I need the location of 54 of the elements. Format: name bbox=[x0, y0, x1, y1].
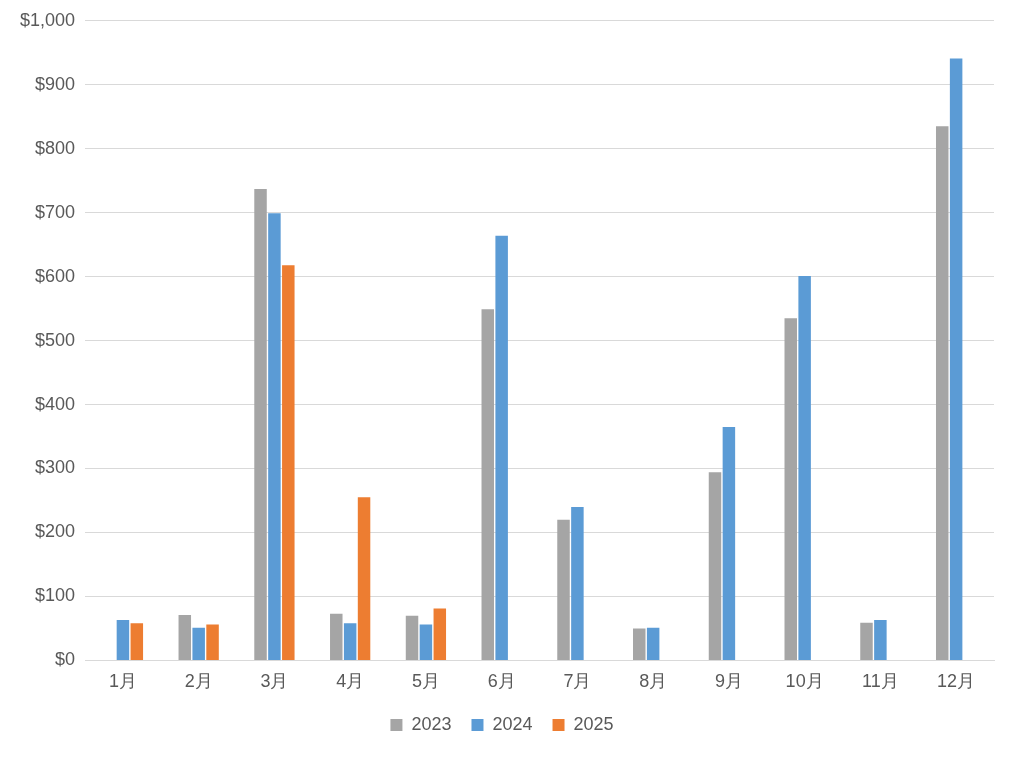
y-tick-label: $1,000 bbox=[19, 9, 76, 30]
bar bbox=[357, 497, 371, 660]
bar bbox=[405, 615, 419, 660]
bar bbox=[330, 613, 343, 660]
bar bbox=[874, 620, 887, 660]
x-tick-label: 5月 bbox=[411, 671, 440, 692]
bar bbox=[130, 623, 144, 660]
y-tick-label: $600 bbox=[35, 265, 76, 286]
bar bbox=[571, 506, 584, 660]
legend-label: 2024 bbox=[492, 713, 533, 734]
x-tick-label: 8月 bbox=[639, 671, 668, 692]
bar bbox=[495, 235, 508, 660]
x-tick-label: 7月 bbox=[563, 671, 592, 692]
x-tick-label: 9月 bbox=[714, 671, 743, 692]
x-tick-label: 2月 bbox=[184, 671, 213, 692]
bar bbox=[798, 276, 811, 660]
legend-label: 2025 bbox=[573, 713, 614, 734]
x-tick-label: 1月 bbox=[108, 671, 137, 692]
bar bbox=[646, 627, 660, 660]
y-tick-label: $900 bbox=[35, 73, 76, 94]
x-tick-label: 10月 bbox=[785, 671, 824, 692]
bar bbox=[557, 519, 570, 660]
x-tick-label: 3月 bbox=[260, 671, 289, 692]
bar bbox=[784, 318, 797, 660]
y-tick-label: $500 bbox=[35, 329, 76, 350]
bar bbox=[192, 627, 205, 660]
bar bbox=[433, 608, 447, 660]
x-tick-label: 6月 bbox=[487, 671, 516, 692]
bar bbox=[343, 623, 357, 660]
bar bbox=[722, 426, 736, 660]
bar bbox=[116, 620, 130, 660]
bar bbox=[633, 628, 646, 660]
bar bbox=[178, 614, 192, 660]
y-tick-label: $700 bbox=[35, 201, 76, 222]
bar bbox=[949, 58, 963, 660]
y-tick-label: $100 bbox=[35, 585, 76, 606]
bar bbox=[935, 126, 949, 660]
y-tick-label: $800 bbox=[35, 137, 76, 158]
bar bbox=[206, 624, 219, 660]
x-tick-label: 12月 bbox=[937, 671, 976, 692]
bar bbox=[481, 309, 495, 660]
y-tick-label: $300 bbox=[35, 457, 76, 478]
bar bbox=[708, 472, 722, 660]
legend-label: 2023 bbox=[411, 713, 452, 734]
x-tick-label: 4月 bbox=[336, 671, 365, 692]
x-tick-label: 11月 bbox=[862, 671, 899, 692]
y-tick-label: $200 bbox=[35, 521, 76, 542]
bar bbox=[860, 622, 873, 660]
bar bbox=[254, 189, 267, 660]
bar bbox=[282, 265, 295, 660]
bar bbox=[419, 624, 433, 660]
y-tick-label: $400 bbox=[35, 393, 76, 414]
y-tick-label: $0 bbox=[55, 649, 76, 670]
bar bbox=[268, 213, 281, 660]
